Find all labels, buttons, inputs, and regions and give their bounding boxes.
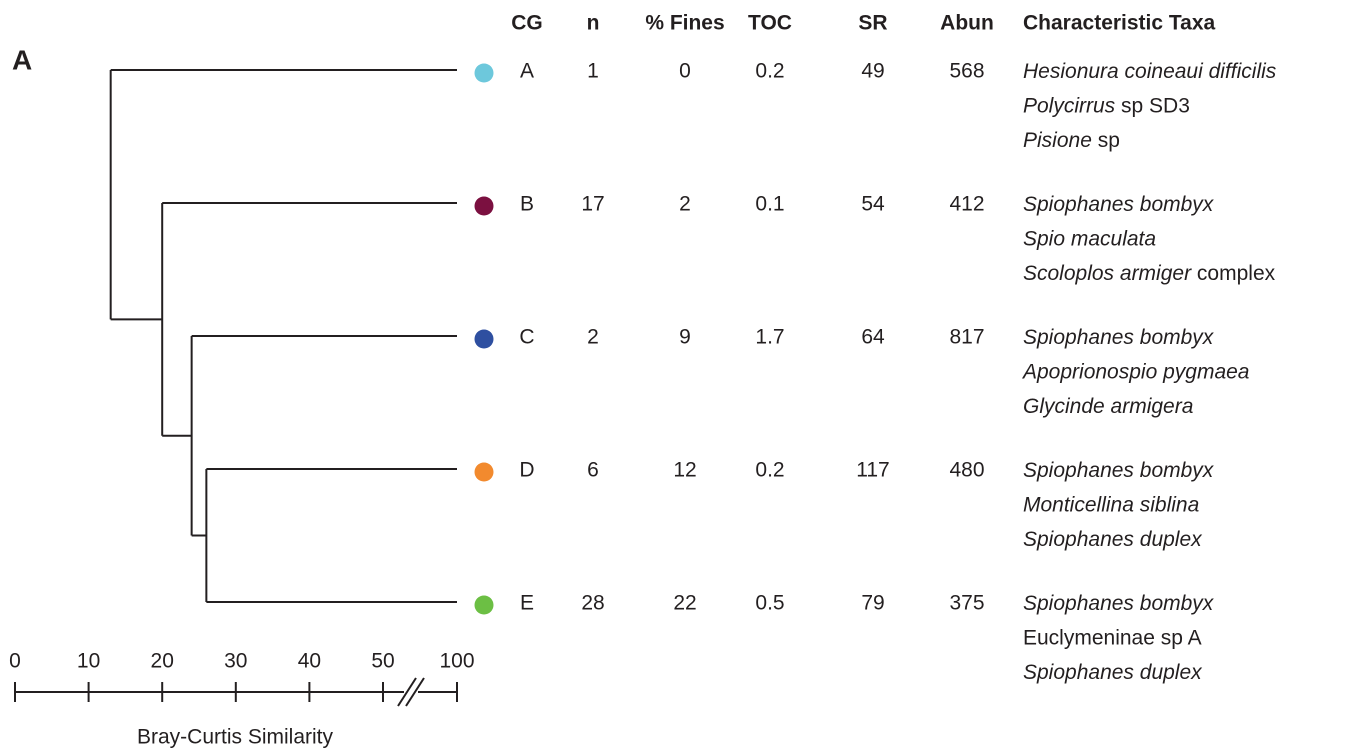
taxon-italic: Spiophanes bombyx <box>1023 592 1215 615</box>
taxon: Spiophanes bombyx <box>1023 592 1215 615</box>
axis-break <box>405 677 425 707</box>
cell: 817 <box>949 326 984 349</box>
cell: E <box>520 592 534 615</box>
axis-break <box>397 677 417 707</box>
cell: 1.7 <box>755 326 784 349</box>
cell: 0.2 <box>755 60 784 83</box>
cell: 117 <box>856 459 889 482</box>
group-dot <box>474 329 494 349</box>
taxon: Spio maculata <box>1023 227 1156 250</box>
cell: 22 <box>673 592 696 615</box>
cell: 0.5 <box>755 592 784 615</box>
cell: 480 <box>949 459 984 482</box>
axis-label: Bray-Curtis Similarity <box>137 726 334 749</box>
taxon-plain: Euclymeninae sp A <box>1023 626 1202 649</box>
cell: 0 <box>679 60 691 83</box>
taxon-italic: Spiophanes bombyx <box>1023 326 1215 349</box>
cell: 1 <box>587 60 599 83</box>
column-header: n <box>587 12 600 35</box>
taxon-italic: Pisione <box>1023 129 1092 152</box>
taxon: Apoprionospio pygmaea <box>1021 360 1250 383</box>
group-dot <box>474 462 494 482</box>
taxon: Hesionura coineaui difficilis <box>1023 60 1277 83</box>
group-dot <box>474 196 494 216</box>
cell: 28 <box>581 592 604 615</box>
taxon-italic: Scoloplos armiger <box>1023 262 1192 285</box>
taxon-italic: Spiophanes bombyx <box>1023 193 1215 216</box>
x-tick-label: 40 <box>298 650 321 673</box>
cell: 79 <box>861 592 884 615</box>
x-tick-label: 30 <box>224 650 247 673</box>
taxon-plain: complex <box>1197 262 1276 285</box>
taxon-plain: sp <box>1098 129 1120 152</box>
taxon: Euclymeninae sp A <box>1023 626 1202 649</box>
column-header: SR <box>858 12 887 35</box>
taxon: Spiophanes duplex <box>1023 528 1203 551</box>
column-header: CG <box>511 12 543 35</box>
panel-label: A <box>12 44 32 75</box>
group-dot <box>474 63 494 83</box>
taxon-italic: Spiophanes bombyx <box>1023 459 1215 482</box>
x-tick-label: 10 <box>77 650 100 673</box>
taxon-italic: Monticellina siblina <box>1023 493 1199 516</box>
x-tick-label: 100 <box>439 650 474 673</box>
cell: 64 <box>861 326 885 349</box>
cell: 17 <box>581 193 604 216</box>
taxon: Pisione sp <box>1023 129 1120 152</box>
taxon-italic: Polycirrus <box>1023 94 1116 117</box>
cell: 375 <box>949 592 984 615</box>
x-tick-label: 50 <box>371 650 394 673</box>
taxon-plain: sp SD3 <box>1121 94 1190 117</box>
cell: 2 <box>587 326 599 349</box>
group-dot <box>474 595 494 615</box>
taxon: Spiophanes duplex <box>1023 661 1203 684</box>
column-header: % Fines <box>645 12 724 35</box>
cell: 6 <box>587 459 599 482</box>
cell: 54 <box>861 193 885 216</box>
taxon: Monticellina siblina <box>1023 493 1199 516</box>
taxon: Scoloplos armiger complex <box>1023 262 1276 285</box>
cell: C <box>519 326 534 349</box>
cell: 412 <box>949 193 984 216</box>
cell: 12 <box>673 459 696 482</box>
taxon-italic: Hesionura coineaui difficilis <box>1023 60 1277 83</box>
cell: D <box>519 459 534 482</box>
column-header: Characteristic Taxa <box>1023 12 1216 35</box>
cell: A <box>520 60 534 83</box>
taxon: Spiophanes bombyx <box>1023 193 1215 216</box>
column-header: Abun <box>940 12 994 35</box>
cell: 0.1 <box>755 193 784 216</box>
x-tick-label: 0 <box>9 650 21 673</box>
cell: 49 <box>861 60 884 83</box>
cell: B <box>520 193 534 216</box>
taxon-italic: Apoprionospio pygmaea <box>1021 360 1250 383</box>
taxon-italic: Spiophanes duplex <box>1023 661 1203 684</box>
taxon-italic: Spiophanes duplex <box>1023 528 1203 551</box>
column-header: TOC <box>748 12 792 35</box>
cell: 0.2 <box>755 459 784 482</box>
taxon: Polycirrus sp SD3 <box>1023 94 1190 117</box>
axis-break-gap <box>404 680 418 704</box>
taxon: Glycinde armigera <box>1023 395 1193 418</box>
cell: 9 <box>679 326 691 349</box>
cell: 2 <box>679 193 691 216</box>
taxon: Spiophanes bombyx <box>1023 459 1215 482</box>
taxon-italic: Glycinde armigera <box>1023 395 1193 418</box>
taxon-italic: Spio maculata <box>1023 227 1156 250</box>
taxon: Spiophanes bombyx <box>1023 326 1215 349</box>
x-tick-label: 20 <box>151 650 174 673</box>
cell: 568 <box>949 60 984 83</box>
